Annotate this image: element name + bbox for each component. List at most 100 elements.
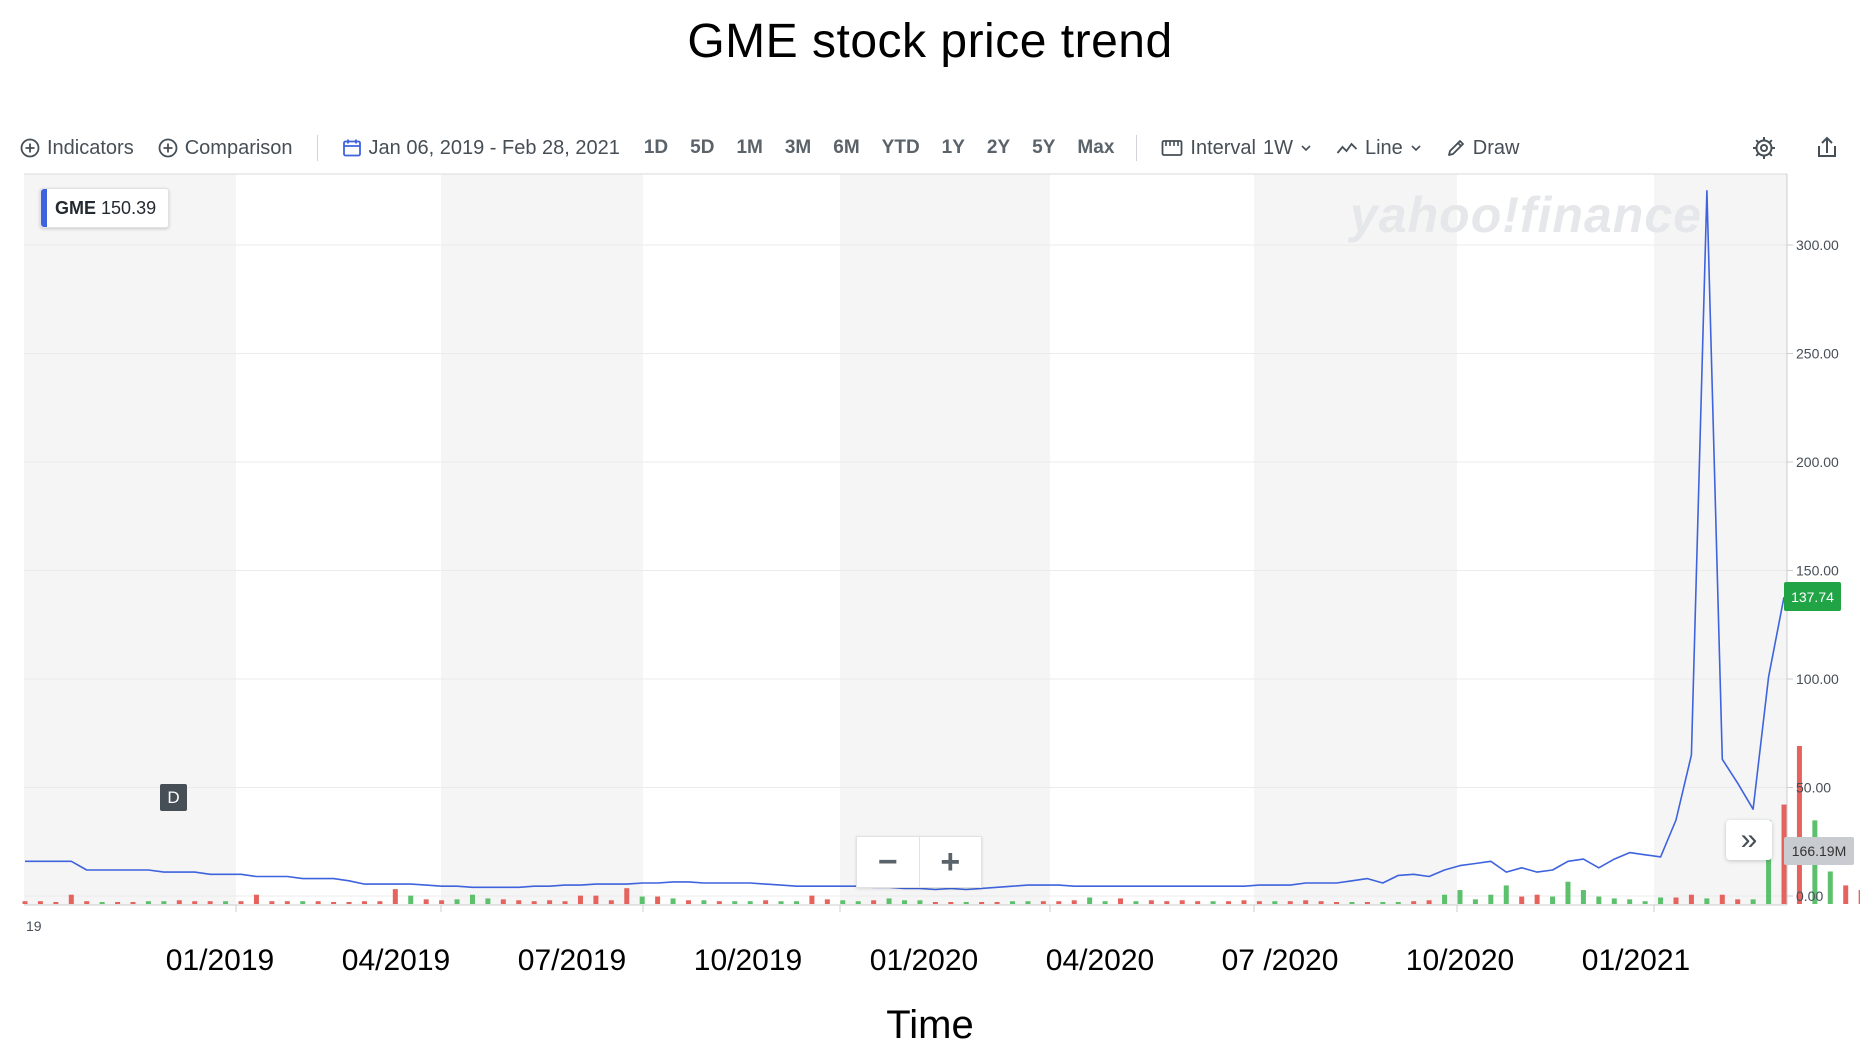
volume-bar xyxy=(593,895,599,904)
volume-bar xyxy=(1179,900,1185,904)
volume-bar xyxy=(99,902,105,904)
y-tick-label: 150.00 xyxy=(1796,563,1839,579)
range-5d[interactable]: 5D xyxy=(690,137,715,158)
plus-circle-icon xyxy=(158,138,178,158)
volume-bar xyxy=(516,900,522,904)
volume-bar xyxy=(1550,896,1556,904)
scroll-right-icon[interactable]: » xyxy=(1726,820,1772,860)
volume-bar xyxy=(22,901,28,904)
volume-bar xyxy=(793,901,799,904)
range-5y[interactable]: 5Y xyxy=(1032,137,1056,158)
zoom-in-button[interactable]: + xyxy=(940,842,961,881)
x-tick-label: 04/2019 xyxy=(342,944,450,977)
interval-icon xyxy=(1161,140,1183,156)
volume-bar xyxy=(115,902,121,904)
chart-type-dropdown[interactable]: Line xyxy=(1336,137,1422,160)
dividend-marker[interactable]: D xyxy=(160,784,187,811)
chart-toolbar: Indicators Comparison Jan 06, 2019 - Feb… xyxy=(20,130,1543,166)
volume-bar xyxy=(176,900,182,904)
volume-bar xyxy=(1735,899,1741,904)
settings-icon[interactable] xyxy=(1753,137,1775,159)
y-tick-label: 200.00 xyxy=(1796,454,1839,470)
volume-bar xyxy=(1766,820,1772,904)
range-max[interactable]: Max xyxy=(1077,137,1115,158)
volume-bar xyxy=(685,900,691,904)
legend-value: 150.39 xyxy=(101,197,157,218)
volume-bar xyxy=(624,888,630,904)
volume-bar xyxy=(1210,901,1216,904)
volume-bar xyxy=(1287,901,1293,904)
volume-bar xyxy=(1395,902,1401,904)
volume-bar xyxy=(1472,899,1478,904)
volume-bar xyxy=(1719,894,1725,904)
volume-bar xyxy=(408,895,414,904)
x-tick-label: 04/2020 xyxy=(1046,944,1154,977)
volume-bar xyxy=(763,900,769,904)
volume-bar xyxy=(1334,902,1340,904)
interval-dropdown[interactable]: Interval 1W xyxy=(1161,137,1312,160)
y-tick-label: 100.00 xyxy=(1796,671,1839,687)
volume-bar xyxy=(778,901,784,904)
volume-bar xyxy=(284,901,290,904)
volume-bar xyxy=(1071,900,1077,904)
volume-bar xyxy=(1102,901,1108,904)
x-axis-label: Time xyxy=(886,1003,974,1047)
volume-bar xyxy=(331,902,337,904)
range-2y[interactable]: 2Y xyxy=(986,137,1011,158)
zoom-out-button[interactable]: − xyxy=(877,842,898,881)
volume-bar xyxy=(253,894,259,904)
zoom-divider xyxy=(918,837,920,887)
price-series-line xyxy=(25,190,1785,891)
indicators-button[interactable]: Indicators xyxy=(20,137,134,160)
volume-bar xyxy=(1148,900,1154,904)
volume-bar xyxy=(1658,897,1664,904)
volume-bar xyxy=(37,901,43,904)
volume-bar xyxy=(346,902,352,904)
volume-bar xyxy=(608,900,614,904)
y-ticks: 0.00 50.00 100.00 150.00 200.00 250.00 300.00 xyxy=(1787,237,1839,904)
indicators-label: Indicators xyxy=(47,136,134,159)
volume-bar xyxy=(1241,900,1247,904)
pencil-icon xyxy=(1447,140,1464,156)
volume-bar xyxy=(1380,902,1386,904)
line-chart-icon xyxy=(1336,142,1358,154)
volume-bar xyxy=(439,900,445,904)
volume-bar xyxy=(747,901,753,904)
comparison-button[interactable]: Comparison xyxy=(158,137,293,160)
series-legend[interactable]: GME 150.39 xyxy=(40,188,170,228)
range-1m[interactable]: 1M xyxy=(736,137,763,158)
share-icon[interactable] xyxy=(1818,136,1836,157)
range-3m[interactable]: 3M xyxy=(784,137,812,158)
volume-bar xyxy=(577,895,583,904)
volume-bar xyxy=(1827,871,1833,904)
volume-bar xyxy=(655,896,661,904)
range-6m[interactable]: 6M xyxy=(833,137,860,158)
range-ytd[interactable]: YTD xyxy=(881,137,920,158)
x-tick-label: 07/2019 xyxy=(518,944,626,977)
volume-bar xyxy=(871,900,877,904)
x-tick-label: 01/2019 xyxy=(166,944,274,977)
x-ticks: 19 01/2019 04/2019 07/2019 10/2019 01/2020 04/… xyxy=(26,905,1690,977)
y-tick-label: 250.00 xyxy=(1796,346,1839,362)
volume-bar xyxy=(68,894,74,904)
volume-bar xyxy=(485,898,491,904)
volume-bar xyxy=(855,901,861,904)
volume-bar xyxy=(1688,894,1694,904)
range-1d[interactable]: 1D xyxy=(643,137,669,158)
volume-bar xyxy=(1519,896,1525,904)
date-range-picker[interactable]: Jan 06, 2019 - Feb 28, 2021 xyxy=(342,137,620,160)
volume-bar xyxy=(84,901,90,904)
x-tick-label: 10/2020 xyxy=(1406,944,1514,977)
volume-bar xyxy=(1272,901,1278,904)
volume-bar xyxy=(469,894,475,904)
volume-bar xyxy=(531,901,537,904)
range-1y[interactable]: 1Y xyxy=(941,137,965,158)
volume-bar xyxy=(1025,901,1031,904)
volume-bar xyxy=(670,898,676,904)
time-band xyxy=(1254,174,1457,905)
interval-label: Interval xyxy=(1190,136,1256,159)
draw-button[interactable]: Draw xyxy=(1446,137,1519,160)
volume-bar xyxy=(1164,901,1170,904)
volume-bar xyxy=(948,902,954,904)
